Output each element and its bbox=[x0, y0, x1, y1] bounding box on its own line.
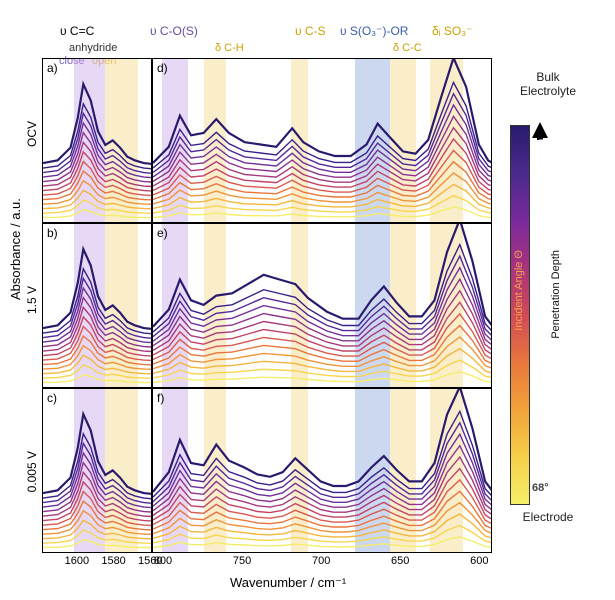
assignment-label: υ C-O(S) bbox=[150, 24, 198, 38]
panel-letter: c) bbox=[47, 391, 57, 405]
panel-letter: b) bbox=[47, 226, 58, 240]
panel: c) bbox=[42, 388, 152, 553]
panel-letter: f) bbox=[157, 391, 164, 405]
colorbar-top-label2: Electrolyte bbox=[508, 84, 588, 98]
colorbar-tick-bot: 68° bbox=[532, 482, 549, 494]
sub-label: δ C-C bbox=[393, 42, 422, 54]
spectrum-trace bbox=[153, 337, 492, 369]
row-label: 0.005 V bbox=[25, 451, 39, 492]
panel-grid: a)d)OCVb)e)1.5 Vc)f)0.005 V bbox=[42, 58, 492, 553]
row-label: OCV bbox=[25, 121, 39, 147]
colorbar: Bulk Electrolyte 35° 68° Incident Angle … bbox=[510, 90, 596, 540]
x-tick: 800 bbox=[154, 555, 172, 567]
spectrum-trace bbox=[153, 372, 492, 383]
x-tick: 600 bbox=[470, 555, 488, 567]
spectrum-trace bbox=[153, 434, 492, 506]
x-tick: 650 bbox=[391, 555, 409, 567]
spectrum-trace bbox=[43, 375, 152, 383]
colorbar-tick-top: 35° bbox=[532, 138, 549, 150]
panel: f) bbox=[152, 388, 492, 553]
spectrum-trace bbox=[153, 526, 492, 543]
x-tick: 1600 bbox=[65, 555, 89, 567]
panel-letter: d) bbox=[157, 61, 168, 75]
colorbar-bottom-label: Electrode bbox=[510, 510, 586, 524]
figure: υ C=C υ C-O(S) υ C-S υ S(O₃⁻)-OR δᵢ SO₃⁻ anh… bbox=[0, 0, 615, 600]
spectrum-trace bbox=[153, 256, 492, 337]
panel: d) bbox=[152, 58, 492, 223]
spectrum-trace bbox=[153, 245, 492, 333]
colorbar-right-label: Penetration Depth bbox=[550, 250, 562, 339]
spectrum-trace bbox=[43, 540, 152, 548]
spectrum-trace bbox=[43, 200, 152, 213]
sub-label: δ C-H bbox=[215, 42, 244, 54]
assignment-label: υ S(O₃⁻)-OR bbox=[340, 24, 408, 38]
assignment-label: υ C=C bbox=[60, 24, 94, 38]
x-tick: 700 bbox=[312, 555, 330, 567]
spectrum-trace bbox=[153, 224, 492, 327]
colorbar-top-label1: Bulk bbox=[518, 70, 578, 84]
row-label: 1.5 V bbox=[25, 286, 39, 314]
spectrum-trace bbox=[43, 530, 152, 543]
spectrum-trace bbox=[43, 365, 152, 378]
spectrum-trace bbox=[153, 59, 492, 163]
sub-assignment-labels: anhydridecloseopenδ C-Hδ C-C bbox=[0, 42, 615, 58]
sub-label: anhydride bbox=[69, 42, 117, 54]
colorbar-left-label: Incident Angle Θ bbox=[513, 250, 525, 331]
y-axis-label: Absorbance / a.u. bbox=[8, 198, 23, 300]
panel: b) bbox=[42, 223, 152, 388]
panel-letter: a) bbox=[47, 61, 58, 75]
assignment-label: δᵢ SO₃⁻ bbox=[432, 24, 472, 38]
x-axis-label: Wavenumber / cm⁻¹ bbox=[230, 575, 346, 591]
panel: e) bbox=[152, 223, 492, 388]
panel-letter: e) bbox=[157, 226, 168, 240]
assignment-label: υ C-S bbox=[295, 24, 326, 38]
spectrum-trace bbox=[43, 210, 152, 218]
panel: a) bbox=[42, 58, 152, 223]
x-tick: 750 bbox=[233, 555, 251, 567]
x-tick: 1580 bbox=[101, 555, 125, 567]
top-assignment-labels: υ C=C υ C-O(S) υ C-S υ S(O₃⁻)-OR δᵢ SO₃⁻ bbox=[0, 24, 615, 42]
